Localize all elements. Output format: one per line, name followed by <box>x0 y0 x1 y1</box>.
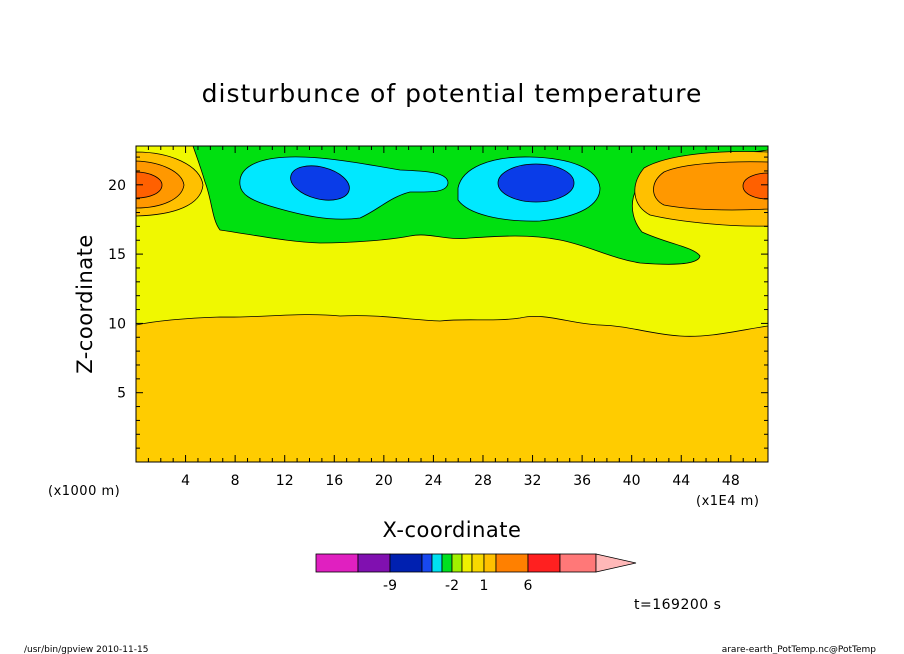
colorbar-swatch <box>357 553 391 573</box>
x-tick-label: 20 <box>375 473 393 489</box>
footer-left: /usr/bin/gpview 2010-11-15 <box>24 645 148 654</box>
x-tick-label: 32 <box>524 473 542 489</box>
contour-field <box>136 146 768 462</box>
colorbar-overflow-arrow <box>595 553 637 573</box>
colorbar-swatch <box>483 553 497 573</box>
plot-frame <box>135 145 769 463</box>
y-axis-label: Z-coordinate <box>73 234 97 374</box>
x-axis: 4 8 12 16 20 24 28 32 36 40 44 48 <box>147 146 757 489</box>
colorbar-swatch <box>559 553 597 573</box>
level-band-warm-right-mid <box>653 161 768 211</box>
colorbar-swatch <box>431 553 443 573</box>
colorbar-swatch <box>421 553 433 573</box>
footer-right: arare-earth_PotTemp.nc@PotTemp <box>722 645 877 654</box>
colorbar-swatch <box>471 553 485 573</box>
colorbar-swatch <box>389 553 423 573</box>
x-tick-label: 8 <box>231 473 240 489</box>
x-tick-label: 48 <box>722 473 740 489</box>
colorbar-swatch <box>527 553 561 573</box>
x-tick-label: 4 <box>181 473 190 489</box>
colorbar-tick-label: -2 <box>445 578 459 594</box>
time-label: t=169200 s <box>634 597 721 613</box>
x-tick-label: 44 <box>672 473 690 489</box>
level-band-warm-left-inner <box>136 171 163 199</box>
x-tick-label: 12 <box>276 473 294 489</box>
x-tick-label: 36 <box>573 473 591 489</box>
x-axis-label: X-coordinate <box>383 518 522 542</box>
colorbar-swatch <box>461 553 473 573</box>
y-tick-label: 20 <box>108 178 126 194</box>
colorbar: -9 -2 1 6 <box>315 553 637 594</box>
colorbar-swatch <box>495 553 529 573</box>
y-tick-label: 15 <box>108 247 126 263</box>
level-band-blue-right <box>497 163 575 203</box>
colorbar-tick-label: 1 <box>480 578 489 594</box>
colorbar-tick-label: 6 <box>524 578 533 594</box>
x-tick-label: 28 <box>474 473 492 489</box>
colorbar-swatch <box>451 553 463 573</box>
x-unit-left: (x1000 m) <box>48 484 120 499</box>
level-band-blue-left <box>290 165 350 201</box>
x-tick-label: 24 <box>424 473 442 489</box>
colorbar-swatch <box>315 553 359 573</box>
x-tick-label: 40 <box>623 473 641 489</box>
colorbar-tick-label: -9 <box>383 578 397 594</box>
level-band-warm-right-inner <box>742 172 768 200</box>
chart-title: disturbunce of potential temperature <box>202 79 703 108</box>
y-tick-label: 10 <box>108 316 126 332</box>
y-tick-label: 5 <box>117 386 126 402</box>
colorbar-swatch <box>441 553 453 573</box>
x-tick-label: 16 <box>325 473 343 489</box>
x-unit-right: (x1E4 m) <box>696 494 759 509</box>
y-axis: 5 10 15 20 <box>108 156 768 449</box>
